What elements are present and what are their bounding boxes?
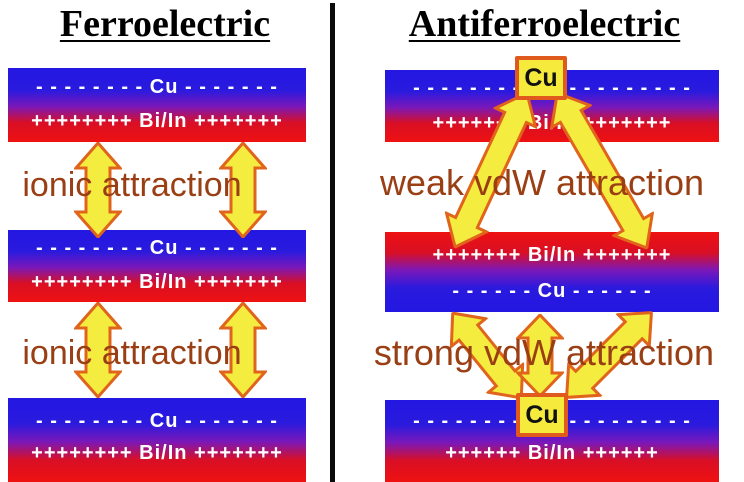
weak-vdw-attraction-label: weak vdW attraction	[379, 162, 705, 203]
bi-in-layer-label: ++++++ Bi/In ++++++	[445, 442, 659, 464]
cu-layer-label: - - - - - - - - Cu - - - - - - -	[36, 76, 278, 98]
cu-layer-label: - - - - - - - - Cu - - - - - - -	[36, 237, 278, 259]
weak-vdw-attraction-arrow	[444, 90, 538, 250]
cu-layer-label: - - - - - - - - Cu - - - - - - -	[36, 410, 278, 432]
bi-in-layer-label: ++++++++ Bi/In +++++++	[31, 271, 283, 293]
ionic-attraction-label: ionic attraction	[22, 166, 242, 204]
ferro-slab-bottom: - - - - - - - - Cu - - - - - - - +++++++…	[8, 398, 306, 482]
cu-box-bottom: Cu	[516, 393, 568, 437]
bi-in-layer-label: +++++++ Bi/In +++++++	[432, 244, 672, 266]
cu-box-top: Cu	[515, 56, 567, 100]
cu-box-label: Cu	[525, 400, 559, 429]
panel-divider	[330, 3, 335, 482]
cu-layer-label: - - - - - - Cu - - - - - -	[452, 280, 652, 302]
bi-in-layer-label: ++++++++ Bi/In +++++++	[31, 442, 283, 464]
ferro-slab-top: - - - - - - - - Cu - - - - - - - +++++++…	[8, 68, 306, 142]
ionic-attraction-arrow	[74, 302, 122, 398]
cu-box-label: Cu	[524, 63, 558, 92]
ionic-attraction-arrow	[74, 142, 122, 238]
right-panel-title: Antiferroelectric	[408, 3, 681, 45]
antiferro-slab-middle: +++++++ Bi/In +++++++ - - - - - - Cu - -…	[385, 232, 719, 312]
weak-vdw-attraction-arrow	[549, 90, 655, 251]
ionic-attraction-arrow	[219, 142, 267, 238]
bi-in-layer-label: ++++++++ Bi/In +++++++	[31, 110, 283, 132]
ionic-attraction-label: ionic attraction	[22, 334, 242, 372]
strong-vdw-attraction-label: strong vdW attraction	[373, 332, 715, 373]
ionic-attraction-arrow	[219, 302, 267, 398]
ferro-slab-middle: - - - - - - - - Cu - - - - - - - +++++++…	[8, 230, 306, 302]
left-panel-title: Ferroelectric	[59, 3, 271, 45]
